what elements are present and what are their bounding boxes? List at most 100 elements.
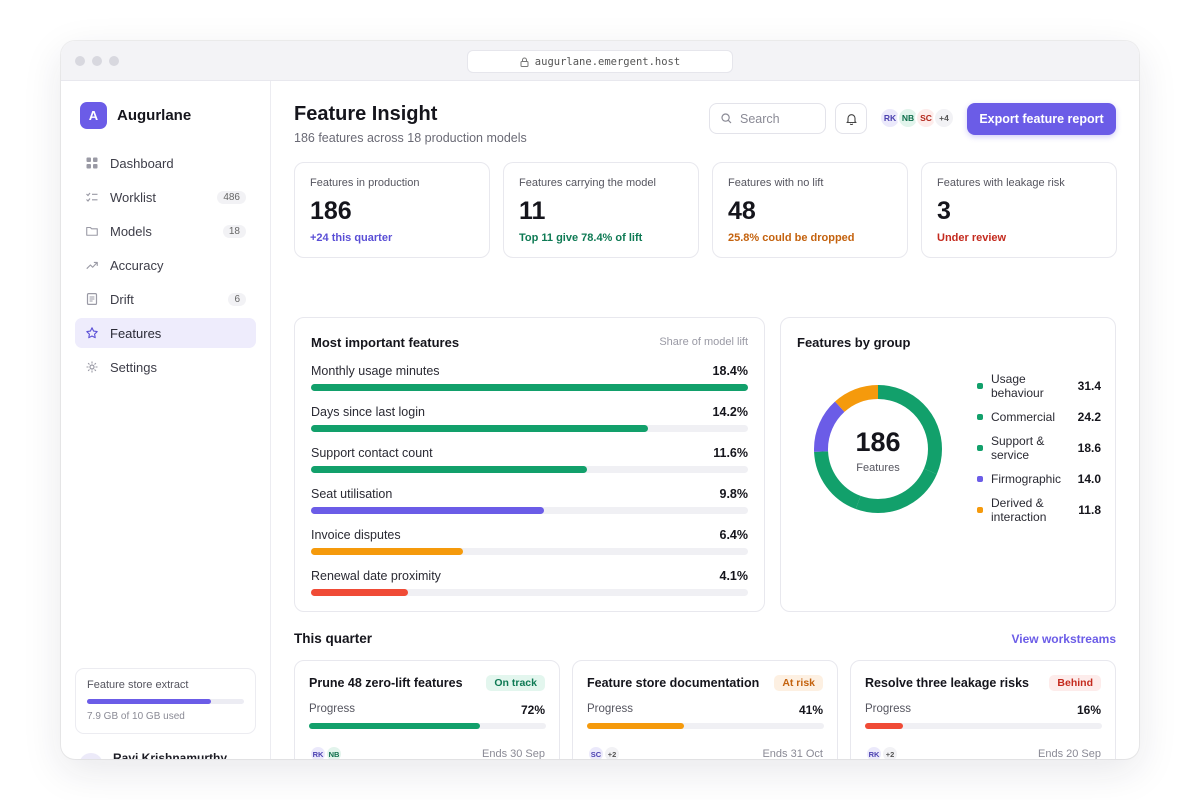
end-date: Ends 30 Sep xyxy=(482,748,545,759)
end-date: Ends 31 Oct xyxy=(762,748,823,759)
window-close-dot[interactable] xyxy=(75,56,85,66)
url-text: augurlane.emergent.host xyxy=(534,55,681,68)
feature-bar-track xyxy=(311,507,748,514)
folder-icon xyxy=(86,225,98,237)
legend-name: Derived & interaction xyxy=(991,496,1047,524)
workstream-title: Feature store documentation xyxy=(587,676,760,690)
sidebar-item-label: Settings xyxy=(110,359,157,375)
importance-panel: Most important features Share of model l… xyxy=(294,317,765,612)
progress-value: 16% xyxy=(1076,703,1101,717)
window-maximize-dot[interactable] xyxy=(109,56,119,66)
workstream-card[interactable]: Resolve three leakage risks Behind Progres… xyxy=(850,660,1116,759)
avatar: RK xyxy=(79,753,103,759)
feature-importance-row: Support contact count 11.6% xyxy=(311,446,748,482)
feature-name: Seat utilisation xyxy=(311,487,393,501)
brand-name: Augurlane xyxy=(117,107,192,124)
donut-slice-3 xyxy=(814,385,942,513)
feature-name: Renewal date proximity xyxy=(311,569,441,583)
view-workstreams-link[interactable]: View workstreams xyxy=(1011,632,1116,646)
export-report-button[interactable]: Export feature report xyxy=(967,103,1116,135)
feature-bar xyxy=(311,507,544,514)
sidebar-item-features[interactable]: Features xyxy=(75,318,256,348)
progress-fill xyxy=(865,723,903,729)
notifications-button[interactable] xyxy=(835,103,867,134)
legend-swatch xyxy=(977,445,983,451)
storage-progress-fill xyxy=(87,699,212,704)
count-badge: 486 xyxy=(217,190,246,204)
feature-name: Monthly usage minutes xyxy=(311,364,440,378)
legend-swatch xyxy=(977,476,983,482)
brand[interactable]: A Augurlane xyxy=(80,102,191,129)
collaborator-avatars[interactable]: RK NB SC +4 xyxy=(879,107,955,129)
feature-bar-track xyxy=(311,548,748,555)
storage-card: Feature store extract 7.9 GB of 10 GB us… xyxy=(75,668,256,734)
feature-bar xyxy=(311,548,463,555)
legend-name: Firmographic xyxy=(991,472,1062,486)
avatar-more: +2 xyxy=(881,745,899,759)
lock-icon xyxy=(520,57,529,67)
bell-icon xyxy=(845,113,857,125)
search-input[interactable] xyxy=(740,111,815,126)
legend-name: Support & service xyxy=(991,434,1045,462)
stat-foot: 25.8% could be dropped xyxy=(728,232,855,244)
sidebar-item-drift[interactable]: Drift 6 xyxy=(75,284,256,314)
page-title: Feature Insight xyxy=(294,103,438,125)
trend-up-icon xyxy=(86,259,98,271)
feature-bar xyxy=(311,589,409,596)
sidebar-item-settings[interactable]: Settings xyxy=(75,352,256,382)
feature-share: 6.4% xyxy=(719,528,749,542)
stat-card: Features carrying the model 11 Top 11 gi… xyxy=(503,162,699,258)
sidebar-item-label: Accuracy xyxy=(110,257,164,273)
address-bar[interactable]: augurlane.emergent.host xyxy=(467,50,733,73)
progress-fill xyxy=(309,723,480,729)
legend-swatch xyxy=(977,507,983,513)
stat-foot: Top 11 give 78.4% of lift xyxy=(519,232,643,244)
stat-value: 48 xyxy=(728,197,756,225)
progress-bar xyxy=(587,723,824,729)
feature-importance-row: Invoice disputes 6.4% xyxy=(311,528,748,564)
feature-share: 18.4% xyxy=(712,364,748,378)
section-title: This quarter xyxy=(294,631,373,646)
sidebar-item-models[interactable]: Models 18 xyxy=(75,216,256,246)
count-badge: 6 xyxy=(228,292,246,306)
status-badge: At risk xyxy=(774,675,823,691)
sidebar-item-accuracy[interactable]: Accuracy xyxy=(75,250,256,280)
window-minimize-dot[interactable] xyxy=(92,56,102,66)
progress-value: 72% xyxy=(520,703,545,717)
search-box[interactable] xyxy=(709,103,826,134)
user-name: Ravi Krishnamurthy xyxy=(113,751,228,759)
stat-card: Features with leakage risk 3 Under revie… xyxy=(921,162,1117,258)
workstream-card[interactable]: Prune 48 zero-lift features On track Progr… xyxy=(294,660,560,759)
legend-name: Commercial xyxy=(991,410,1056,424)
page-subtitle: 186 features across 18 production models xyxy=(294,131,527,145)
user-profile[interactable]: RK Ravi Krishnamurthy Lead Data Scientis… xyxy=(79,751,227,759)
sidebar-item-dashboard[interactable]: Dashboard xyxy=(75,148,256,178)
storage-title: Feature store extract xyxy=(87,679,189,691)
workstream-card[interactable]: Feature store documentation At risk Progre… xyxy=(572,660,838,759)
feature-share: 14.2% xyxy=(712,405,748,419)
legend-item: Usage behaviour 31.4 xyxy=(977,372,1101,400)
stat-foot: +24 this quarter xyxy=(310,232,393,244)
count-badge: 18 xyxy=(222,224,246,238)
stat-value: 3 xyxy=(937,197,951,225)
feature-share: 4.1% xyxy=(719,569,749,583)
search-icon xyxy=(721,113,732,124)
assignee-avatars: RK NB xyxy=(309,745,343,759)
feature-name: Invoice disputes xyxy=(311,528,401,542)
panel-title: Most important features xyxy=(311,335,460,350)
sidebar: A Augurlane Dashboard Worklist 486 Model… xyxy=(61,81,271,759)
browser-titlebar: augurlane.emergent.host xyxy=(61,41,1139,81)
stat-value: 186 xyxy=(310,197,352,225)
sidebar-item-label: Drift xyxy=(110,291,134,307)
assignee-avatars: SC +2 xyxy=(587,745,621,759)
stat-label: Features carrying the model xyxy=(519,177,656,189)
feature-bar-track xyxy=(311,589,748,596)
sidebar-item-worklist[interactable]: Worklist 486 xyxy=(75,182,256,212)
panel-note: Share of model lift xyxy=(659,336,748,348)
status-badge: Behind xyxy=(1049,675,1101,691)
progress-label: Progress xyxy=(309,703,356,715)
avatar-more: +2 xyxy=(603,745,621,759)
legend-name: Usage behaviour xyxy=(991,372,1044,400)
stat-label: Features in production xyxy=(310,177,420,189)
document-icon xyxy=(86,293,98,305)
